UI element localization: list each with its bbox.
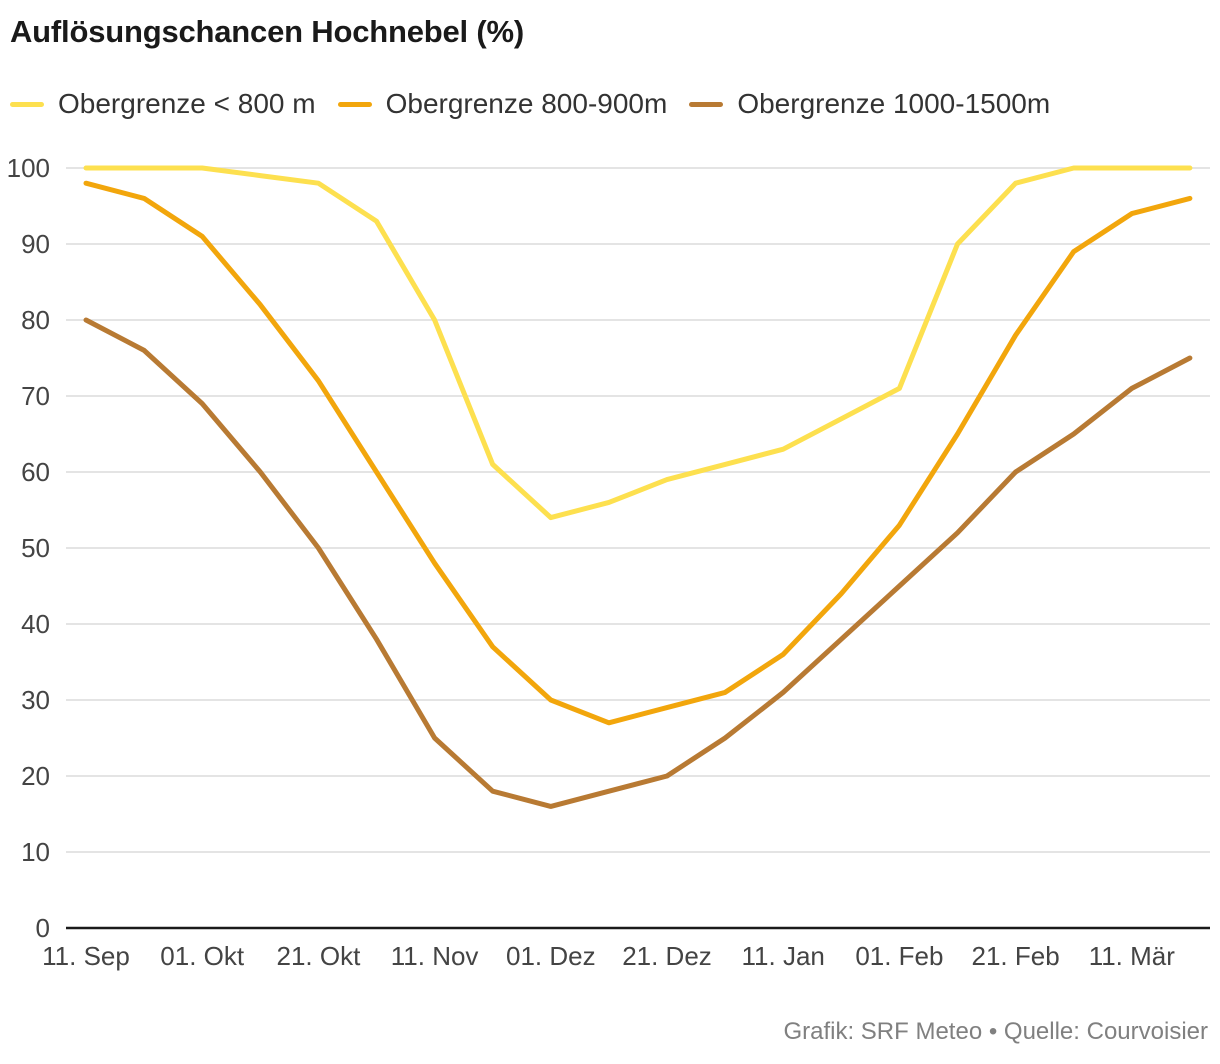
- gridlines: [66, 167, 1210, 930]
- chart-title: Auflösungschancen Hochnebel (%): [10, 14, 524, 49]
- x-tick-label: 01. Dez: [506, 941, 596, 971]
- x-tick-label: 01. Okt: [160, 941, 245, 971]
- legend-item-series-1: Obergrenze < 800 m: [10, 88, 316, 120]
- y-tick-label: 80: [21, 305, 50, 335]
- legend-swatch-series-3: [689, 101, 724, 107]
- legend: Obergrenze < 800 m Obergrenze 800-900m O…: [10, 88, 1072, 120]
- x-axis-ticks: 11. Sep 01. Okt 21. Okt 11. Nov 01. Dez 21. D…: [42, 941, 1175, 971]
- y-tick-label: 90: [21, 229, 50, 259]
- x-tick-label: 21. Okt: [276, 941, 361, 971]
- line-chart: 0 10 20 30 40 50 60 70 80 90 100 11. Sep 01. Okt 21.…: [7, 153, 1210, 971]
- x-tick-label: 01. Feb: [855, 941, 943, 971]
- y-axis-ticks: 0 10 20 30 40 50 60 70 80 90 100: [7, 153, 50, 943]
- legend-swatch-series-1: [10, 101, 44, 107]
- y-tick-label: 100: [7, 153, 50, 183]
- legend-item-series-2: Obergrenze 800-900m: [337, 88, 668, 120]
- source-credit: Grafik: SRF Meteo • Quelle: Courvoisier: [783, 1018, 1208, 1045]
- legend-label-series-1: Obergrenze < 800 m: [58, 88, 316, 119]
- y-tick-label: 30: [21, 685, 50, 715]
- y-tick-label: 50: [21, 533, 50, 563]
- series-line-3: [83, 317, 1193, 809]
- y-tick-label: 0: [36, 913, 50, 943]
- x-tick-label: 11. Sep: [42, 941, 130, 971]
- legend-swatch-series-2: [337, 101, 372, 107]
- y-tick-label: 40: [21, 609, 50, 639]
- x-tick-label: 21. Feb: [972, 941, 1060, 971]
- x-tick-label: 21. Dez: [622, 941, 712, 971]
- legend-label-series-3: Obergrenze 1000-1500m: [737, 88, 1051, 119]
- legend-label-series-2: Obergrenze 800-900m: [385, 88, 668, 119]
- series-line-1: [83, 165, 1193, 521]
- y-tick-label: 70: [21, 381, 50, 411]
- y-tick-label: 60: [21, 457, 50, 487]
- series-line-2: [83, 180, 1193, 726]
- legend-item-series-3: Obergrenze 1000-1500m: [689, 88, 1050, 120]
- series-lines: [83, 165, 1193, 809]
- y-tick-label: 20: [21, 761, 50, 791]
- x-tick-label: 11. Nov: [391, 941, 479, 971]
- x-tick-label: 11. Jan: [742, 941, 825, 971]
- y-tick-label: 10: [21, 837, 50, 867]
- x-tick-label: 11. Mär: [1089, 941, 1176, 971]
